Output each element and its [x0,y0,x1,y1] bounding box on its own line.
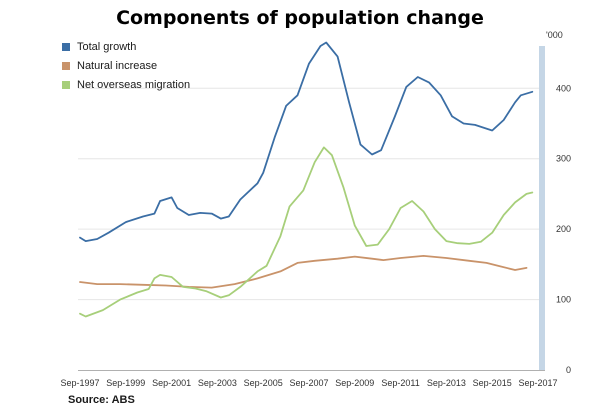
x-tick-label: Sep-2017 [518,378,557,388]
x-tick-label: Sep-2013 [427,378,466,388]
y-tick-labels: 0 100 200 300 400 [556,83,571,375]
x-tick-labels: Sep-1997 Sep-1999 Sep-2001 Sep-2003 Sep-2005… [60,378,557,388]
series-lines [79,41,534,318]
y-axis-bar [539,46,545,370]
y-tick-label: 300 [556,154,571,164]
x-tick-label: Sep-2011 [381,378,419,388]
chart-title: Components of population change [116,7,484,29]
x-tick-label: Sep-2005 [244,378,283,388]
y-tick-label: 0 [566,365,571,375]
y-tick-label: 100 [556,295,571,305]
y-unit-label: '000 [546,30,563,40]
x-tick-label: Sep-1997 [60,378,99,388]
x-tick-label: Sep-2003 [198,378,237,388]
y-tick-label: 200 [556,224,571,234]
legend-item: Net overseas migration [62,76,190,94]
legend-swatch [62,43,70,51]
legend-label: Natural increase [77,60,158,72]
legend-label: Total growth [77,41,137,53]
x-tick-label: Sep-1999 [106,378,145,388]
legend-swatch [62,81,70,89]
legend-item: Natural increase [62,57,190,75]
series-line-total-growth [79,41,534,242]
y-tick-label: 400 [556,83,571,93]
x-tick-label: Sep-2001 [152,378,191,388]
series-line-net-overseas-migration [79,146,534,318]
series-line-natural-increase [79,255,528,289]
x-tick-label: Sep-2009 [335,378,374,388]
legend-label: Net overseas migration [77,79,191,91]
x-tick-label: Sep-2015 [473,378,512,388]
grid-lines [78,87,539,301]
legend: Total growth Natural increase Net overse… [62,38,190,95]
legend-item: Total growth [62,38,190,56]
legend-swatch [62,62,70,70]
source-note: Source: ABS [68,394,135,406]
x-tick-label: Sep-2007 [289,378,328,388]
